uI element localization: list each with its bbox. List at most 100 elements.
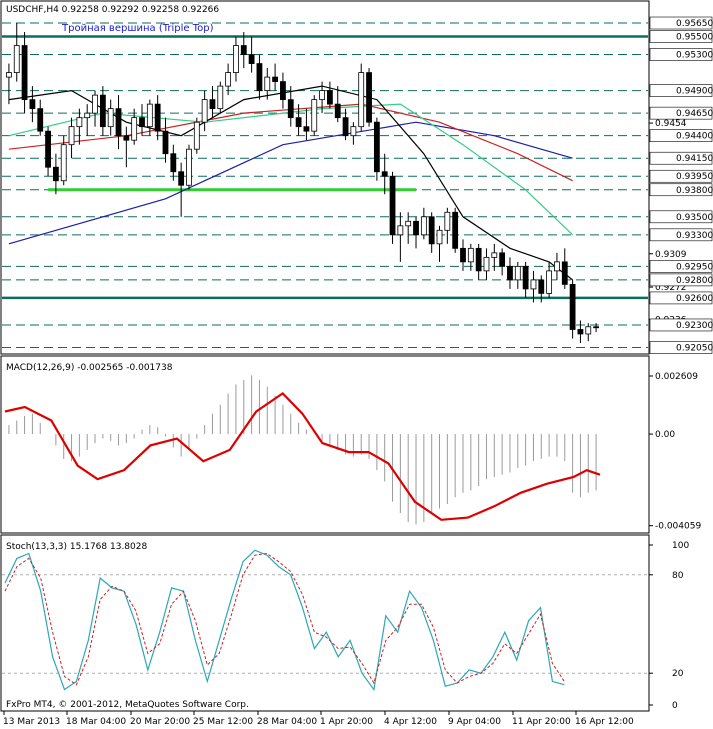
- macd-tick-label: 0.00: [655, 430, 675, 440]
- time-tick-label: 28 Mar 04:00: [257, 717, 317, 727]
- price-axis: 0.94540.93090.92720.92360.956500.955000.…: [649, 16, 713, 354]
- candle-body: [452, 211, 459, 249]
- level-price-label: 0.92300: [676, 321, 713, 331]
- candle-body: [444, 211, 451, 231]
- candle-body: [561, 261, 568, 285]
- candle-body: [342, 117, 349, 137]
- level-price-tag: [649, 129, 713, 142]
- level-price-tag: [649, 341, 713, 354]
- candle-body: [240, 45, 247, 55]
- candle-body: [256, 63, 263, 92]
- candle-body: [217, 85, 224, 110]
- candles: [6, 23, 599, 343]
- macd-signal: [4, 391, 601, 521]
- candle-body: [162, 130, 169, 155]
- level-price-label: 0.93500: [676, 213, 713, 223]
- level-price-tag: [649, 106, 713, 120]
- candle-body: [146, 103, 153, 128]
- candle-body: [45, 130, 51, 168]
- time-tick-label: 25 Mar 12:00: [193, 717, 253, 727]
- candle-body: [522, 265, 529, 290]
- candle-body: [233, 45, 239, 73]
- level-price-tag: [649, 48, 713, 61]
- level-price-label: 0.93800: [676, 186, 713, 196]
- price-tick-label: 0.9309: [655, 250, 687, 260]
- candle-body: [37, 108, 44, 132]
- level-price-label: 0.92600: [676, 294, 713, 304]
- candle-body: [225, 72, 232, 87]
- candle-body: [397, 225, 404, 236]
- time-tick-label: 11 Apr 20:00: [512, 717, 571, 727]
- candle-body: [467, 247, 474, 263]
- candle-body: [507, 265, 513, 281]
- candle-body: [483, 256, 490, 272]
- candle-body: [405, 220, 412, 227]
- price-panel[interactable]: 0.94540.93090.92720.92360.956500.955000.…: [0, 0, 713, 355]
- candle-body: [358, 72, 365, 128]
- candle-body: [264, 76, 271, 92]
- price-levels: [2, 22, 648, 348]
- candle-body: [327, 90, 333, 105]
- candle-body: [428, 216, 435, 245]
- candle-body: [530, 279, 537, 290]
- macd-axis: 0.002609 0.00 -0.004059: [649, 372, 701, 532]
- time-tick-label: 18 Mar 04:00: [66, 717, 126, 727]
- candle-body: [29, 99, 36, 110]
- price-tick-label: 0.9454: [655, 119, 687, 129]
- level-price-tag: [649, 169, 713, 183]
- level-price-tag: [649, 210, 713, 224]
- level-price-label: 0.94900: [676, 87, 713, 97]
- macd-signal-line: [4, 391, 601, 521]
- macd-tick-label: 0.002609: [655, 372, 698, 382]
- candle-body: [593, 326, 599, 329]
- level-price-tag: [649, 30, 713, 43]
- candle-body: [413, 220, 419, 236]
- macd-histogram: [8, 375, 597, 525]
- candle-body: [389, 175, 396, 236]
- candle-body: [319, 90, 325, 101]
- candle-body: [546, 270, 553, 294]
- candle-body: [538, 279, 545, 294]
- stoch-panel[interactable]: 100 80 20 0 Stoch(13,3,3) 15.1768 13.8028 F…: [0, 534, 689, 712]
- level-price-tag: [649, 228, 713, 242]
- candle-body: [373, 121, 380, 173]
- moving-average-line: [8, 121, 573, 245]
- stoch-tick-label: 20: [672, 669, 684, 679]
- level-price-label: 0.94650: [676, 109, 713, 119]
- candle-body: [514, 265, 521, 281]
- candle-body: [295, 117, 302, 128]
- candle-body: [585, 326, 592, 335]
- level-price-label: 0.94400: [676, 132, 713, 142]
- candle-body: [475, 247, 482, 272]
- candle-body: [92, 94, 98, 114]
- candle-body: [52, 166, 59, 182]
- candle-body: [303, 126, 310, 132]
- level-price-tag: [649, 16, 713, 30]
- level-price-tag: [649, 273, 713, 287]
- candle-body: [577, 329, 584, 335]
- level-price-tag: [649, 151, 713, 165]
- candle-body: [60, 144, 67, 182]
- stoch-lines: [2, 549, 648, 692]
- candle-body: [334, 103, 341, 119]
- level-price-label: 0.93950: [676, 172, 713, 182]
- candle-body: [366, 72, 372, 123]
- candle-body: [107, 108, 114, 128]
- candle-body: [131, 117, 138, 141]
- macd-panel[interactable]: 0.002609 0.00 -0.004059 MACD(12,26,9) -0.0…: [0, 355, 701, 534]
- candle-body: [99, 94, 106, 128]
- macd-panel-title: MACD(12,26,9) -0.002565 -0.001738: [6, 363, 173, 373]
- triple-top-annotation: Тройная вершина (Triple Top): [61, 23, 214, 34]
- level-price-tag: [649, 260, 713, 273]
- level-price-label: 0.95650: [676, 19, 713, 29]
- price-panel-frame: [0, 0, 650, 355]
- stoch-tick-label: 0: [672, 701, 678, 711]
- macd-panel-frame: [0, 355, 650, 534]
- time-tick-label: 1 Apr 20:00: [320, 717, 373, 727]
- candle-body: [193, 121, 200, 150]
- stoch-panel-title: Stoch(13,3,3) 15.1768 13.8028: [6, 542, 147, 552]
- candle-body: [84, 112, 91, 119]
- candle-body: [201, 99, 208, 123]
- candle-body: [6, 72, 12, 78]
